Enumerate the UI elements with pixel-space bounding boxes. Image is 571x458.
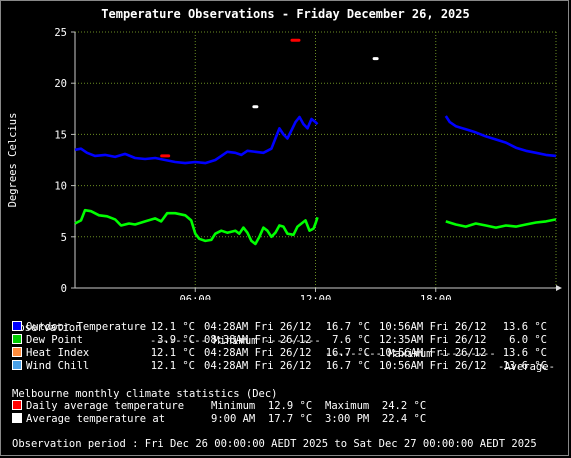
header-minimum: --------- Minimum --------- bbox=[150, 335, 321, 347]
series-line bbox=[74, 115, 319, 165]
series-name: Heat Index bbox=[26, 347, 90, 359]
climate-col1: Minimum 12.9 °C bbox=[211, 400, 313, 412]
x-axis-arrow bbox=[556, 285, 562, 291]
chart-plot: 0 5 10 15 20 25 06:00 12:00 18:00 Degrees Celciu… bbox=[7, 27, 562, 300]
max-value: 16.7 °C bbox=[325, 321, 370, 333]
climate-col2: 3:00 PM 22.4 °C bbox=[325, 413, 427, 425]
series-label: Outdoor Temperature bbox=[12, 321, 146, 334]
avg-value: 6.0 °C bbox=[509, 334, 547, 346]
max-time: 10:56AM Fri 26/12 bbox=[379, 321, 487, 333]
header-average: -Average- bbox=[498, 361, 555, 373]
legend-swatch bbox=[12, 347, 22, 357]
climate-heading: Melbourne monthly climate statistics (De… bbox=[12, 388, 278, 400]
min-time: 04:28AM Fri 26/12 bbox=[204, 347, 312, 359]
series-name: Wind Chill bbox=[26, 360, 90, 372]
y-tick-label: 0 bbox=[61, 283, 67, 295]
x-tick-label: 18:00 bbox=[420, 294, 452, 300]
legend-swatch bbox=[12, 360, 22, 370]
legend-swatch bbox=[12, 400, 22, 410]
max-value: 16.7 °C bbox=[325, 347, 370, 359]
series-line bbox=[444, 115, 557, 158]
y-tick-label: 15 bbox=[54, 129, 67, 141]
min-value: 12.1 °C bbox=[150, 360, 195, 372]
avg-value: 13.6 °C bbox=[502, 321, 547, 333]
climate-marker bbox=[290, 38, 301, 42]
y-tick-label: 20 bbox=[54, 78, 67, 90]
series-label: Dew Point bbox=[12, 334, 83, 347]
min-time: 04:28AM Fri 26/12 bbox=[204, 321, 312, 333]
climate-col2: Maximum 24.2 °C bbox=[325, 400, 427, 412]
min-time: 04:28AM Fri 26/12 bbox=[204, 360, 312, 372]
chart-title: Temperature Observations - Friday Decemb… bbox=[101, 7, 470, 21]
climate-marker bbox=[372, 57, 379, 61]
legend-swatch bbox=[12, 321, 22, 331]
max-value: 16.7 °C bbox=[325, 360, 370, 372]
series-name: Dew Point bbox=[26, 334, 83, 346]
min-value: 12.1 °C bbox=[150, 347, 195, 359]
x-tick-label: 06:00 bbox=[179, 294, 211, 300]
legend-swatch bbox=[12, 413, 22, 423]
series-label: Heat Index bbox=[12, 347, 89, 360]
observation-period: Observation period : Fri Dec 26 00:00:00… bbox=[12, 438, 537, 450]
min-time: 08:38AM Fri 26/12 bbox=[204, 334, 312, 346]
series-name: Outdoor Temperature bbox=[26, 321, 147, 333]
climate-label: Average temperature at bbox=[12, 413, 165, 426]
climate-marker bbox=[160, 154, 171, 158]
climate-col1: 9:00 AM 17.7 °C bbox=[211, 413, 313, 425]
avg-value: 13.6 °C bbox=[502, 360, 547, 372]
max-time: 10:56AM Fri 26/12 bbox=[379, 360, 487, 372]
max-value: 7.6 °C bbox=[332, 334, 370, 346]
climate-name: Average temperature at bbox=[26, 413, 166, 425]
series-label: Wind Chill bbox=[12, 360, 89, 373]
y-axis-label: Degrees Celcius bbox=[7, 113, 19, 208]
y-tick-label: 5 bbox=[61, 232, 67, 244]
climate-label: Daily average temperature bbox=[12, 400, 184, 413]
header-observation: Observation bbox=[12, 322, 82, 334]
avg-value: 13.6 °C bbox=[502, 347, 547, 359]
series-line bbox=[445, 218, 557, 229]
max-time: 10:56AM Fri 26/12 bbox=[379, 347, 487, 359]
series-line bbox=[74, 208, 319, 246]
legend-swatch bbox=[12, 334, 22, 344]
min-value: 3.9 °C bbox=[157, 334, 195, 346]
climate-name: Daily average temperature bbox=[26, 400, 185, 412]
table-header: Observation --------- Minimum --------- … bbox=[12, 309, 555, 374]
x-tick-label: 12:00 bbox=[300, 294, 332, 300]
max-time: 12:35AM Fri 26/12 bbox=[379, 334, 487, 346]
y-tick-label: 10 bbox=[54, 181, 67, 193]
min-value: 12.1 °C bbox=[150, 321, 195, 333]
header-maximum: --------- Maximum --------- bbox=[325, 348, 496, 360]
climate-marker bbox=[252, 105, 259, 109]
y-tick-label: 25 bbox=[54, 27, 67, 39]
